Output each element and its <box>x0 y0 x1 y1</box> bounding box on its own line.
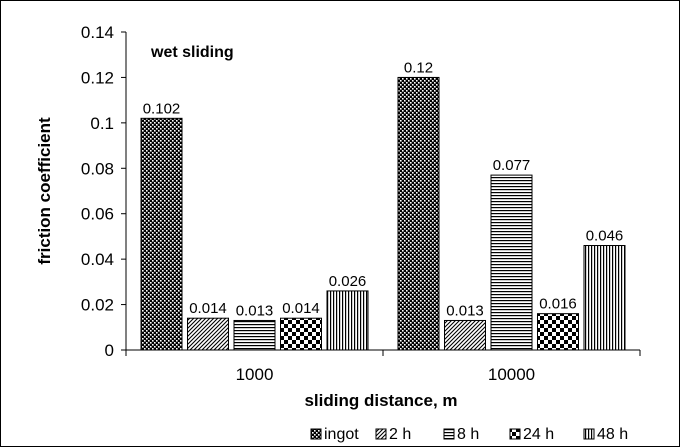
legend-swatch <box>443 428 455 440</box>
data-label: 0.046 <box>586 228 624 245</box>
data-label: 0.12 <box>404 59 433 76</box>
x-tick-label: 1000 <box>236 365 274 384</box>
y-tick-label: 0.1 <box>90 114 114 133</box>
data-label: 0.014 <box>282 300 320 317</box>
x-axis: 1000 10000 <box>125 349 641 384</box>
data-label: 0.077 <box>493 157 531 174</box>
y-axis-title: friction coefficient <box>35 117 54 265</box>
y-tick-label: 0 <box>105 341 114 360</box>
data-label: 0.102 <box>143 100 181 117</box>
bar-8h-1000 <box>233 319 276 351</box>
data-label: 0.026 <box>329 273 367 290</box>
bar-ingot-1000 <box>140 117 183 351</box>
legend-label: ingot <box>324 426 359 443</box>
legend-swatch <box>375 428 387 440</box>
value-labels: 0.102 0.12 0.014 0.013 0.013 0.077 0.014 0.016 0… <box>143 59 624 319</box>
legend-swatch <box>310 428 322 440</box>
legend-swatch <box>583 428 595 440</box>
y-tick-label: 0.04 <box>81 250 114 269</box>
y-tick-label: 0.08 <box>81 159 114 178</box>
bar-8h-10000 <box>490 174 533 351</box>
bar-2h-1000 <box>187 317 229 351</box>
bar-24h-10000 <box>537 313 579 351</box>
annotation-wet-sliding: wet sliding <box>150 44 234 61</box>
legend-swatch <box>509 428 521 440</box>
legend-label: 2 h <box>389 426 411 443</box>
legend-label: 24 h <box>523 426 554 443</box>
y-tick-label: 0.14 <box>81 23 114 42</box>
x-tick-label: 10000 <box>488 365 535 384</box>
bar-2h-10000 <box>444 319 486 351</box>
y-tick-label: 0.06 <box>81 205 114 224</box>
y-axis: 0 0.02 0.04 0.06 0.08 0.1 0.12 0.14 <box>81 23 127 360</box>
bar-24h-1000 <box>280 317 322 351</box>
data-label: 0.013 <box>446 302 484 319</box>
legend-label: 8 h <box>457 426 479 443</box>
data-label: 0.014 <box>189 300 227 317</box>
data-label: 0.016 <box>539 296 577 313</box>
bar-48h-10000 <box>583 245 626 351</box>
legend: ingot 2 h 8 h 24 h 48 h <box>310 426 628 443</box>
data-label: 0.013 <box>236 302 274 319</box>
bar-ingot-10000 <box>397 76 440 351</box>
bar-48h-1000 <box>326 290 369 351</box>
legend-label: 48 h <box>597 426 628 443</box>
bars <box>140 76 626 351</box>
y-tick-label: 0.02 <box>81 296 114 315</box>
y-tick-label: 0.12 <box>81 68 114 87</box>
x-axis-title: sliding distance, m <box>304 391 457 410</box>
